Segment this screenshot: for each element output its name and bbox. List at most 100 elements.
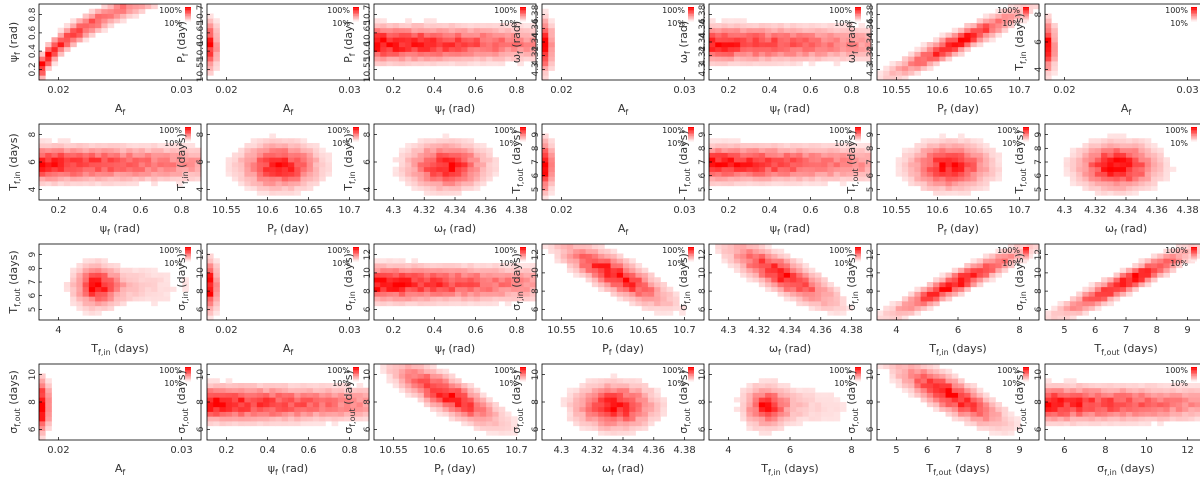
- y-tick-label: 10.6: [196, 41, 206, 61]
- heatmap-cell: [554, 253, 562, 259]
- heatmap-cell: [275, 166, 283, 172]
- heatmap-cell: [623, 272, 630, 278]
- y-tick-label: 6: [363, 159, 373, 165]
- heatmap-cell: [808, 152, 816, 158]
- heatmap-cell: [827, 402, 835, 408]
- heatmap-cell: [169, 147, 177, 153]
- heatmap-cell: [827, 143, 835, 149]
- heatmap-cell: [1007, 258, 1015, 264]
- heatmap-cell: [1101, 392, 1108, 398]
- heatmap-cell: [926, 185, 934, 191]
- heatmap-cell: [300, 406, 308, 412]
- heatmap-cell: [598, 272, 605, 278]
- heatmap-cell: [319, 147, 326, 153]
- heatmap-cell: [839, 406, 847, 412]
- heatmap-cell: [1163, 157, 1171, 163]
- heatmap-cell: [958, 133, 965, 139]
- heatmap-cell: [325, 402, 333, 408]
- x-tick-label: 0.4: [427, 85, 443, 96]
- heatmap-cell: [982, 143, 990, 149]
- heatmap-cell: [964, 162, 971, 168]
- heatmap-cell: [833, 301, 841, 307]
- heatmap-cell: [1014, 421, 1021, 427]
- legend-scale-step: [855, 380, 861, 382]
- legend-scale-step: [688, 10, 694, 12]
- heatmap-cell: [901, 65, 909, 71]
- heatmap-cell: [1138, 421, 1146, 427]
- heatmap-cell: [796, 397, 803, 403]
- heatmap-cell: [777, 147, 785, 153]
- heatmap-cell: [604, 406, 611, 412]
- heatmap-cell: [356, 402, 364, 408]
- heatmap-cell: [269, 185, 276, 191]
- heatmap-cell: [548, 181, 555, 187]
- heatmap-cell: [263, 421, 270, 427]
- heatmap-cell: [914, 368, 922, 374]
- heatmap-cell: [411, 37, 419, 43]
- heatmap-cell: [933, 373, 940, 379]
- heatmap-cell: [256, 162, 264, 168]
- legend-scale-step: [353, 251, 359, 254]
- heatmap-cell: [219, 402, 227, 408]
- heatmap-cell: [740, 244, 747, 250]
- heatmap-cell: [1150, 263, 1158, 269]
- heatmap-cell: [771, 171, 778, 177]
- heatmap-cell: [976, 392, 984, 398]
- legend-min-label: 10%: [834, 139, 852, 148]
- heatmap-cell: [877, 315, 884, 321]
- legend-scale-step: [688, 127, 694, 129]
- heatmap-cell: [479, 402, 487, 408]
- heatmap-cell: [442, 291, 450, 297]
- heatmap-cell: [120, 157, 127, 163]
- legend-scale-step: [185, 251, 191, 254]
- legend-scale-step: [520, 368, 526, 370]
- heatmap-cell: [1082, 387, 1090, 393]
- x-tick-label: 4: [725, 445, 731, 456]
- legend-scale-step: [520, 134, 526, 136]
- heatmap-cell: [1113, 166, 1121, 172]
- heatmap-cell: [398, 152, 406, 158]
- heatmap-cell: [752, 258, 760, 264]
- legend-scale-step: [1023, 375, 1029, 377]
- heatmap-cell: [635, 277, 643, 283]
- heatmap-cell: [858, 23, 866, 29]
- heatmap-cell: [306, 176, 314, 182]
- heatmap-cell: [920, 152, 928, 158]
- heatmap-cell: [752, 23, 760, 29]
- heatmap-cell: [63, 23, 71, 29]
- heatmap-cell: [740, 387, 747, 393]
- heatmap-cell: [777, 51, 785, 57]
- heatmap-cell: [238, 402, 245, 408]
- heatmap-cell: [858, 51, 866, 57]
- heatmap-cell: [76, 157, 84, 163]
- heatmap-cell: [901, 157, 909, 163]
- legend-scale-step: [1191, 370, 1197, 372]
- heatmap-cell: [182, 166, 189, 172]
- heatmap-cell: [82, 305, 90, 311]
- heatmap-cell: [1157, 402, 1164, 408]
- heatmap-cell: [461, 277, 468, 283]
- heatmap-cell: [1175, 392, 1183, 398]
- heatmap-cell: [207, 310, 214, 316]
- heatmap-cell: [275, 157, 283, 163]
- heatmap-cell: [765, 37, 772, 43]
- heatmap-cell: [920, 46, 928, 52]
- heatmap-cell: [120, 147, 127, 153]
- heatmap-cell: [70, 37, 77, 43]
- heatmap-cell: [951, 286, 959, 292]
- heatmap-cell: [306, 152, 314, 158]
- heatmap-cell: [982, 425, 990, 431]
- y-tick-label: 5: [28, 306, 38, 312]
- heatmap-cell: [889, 315, 897, 321]
- heatmap-cell: [423, 32, 431, 38]
- heatmap-cell: [629, 397, 636, 403]
- heatmap-cell: [982, 32, 990, 38]
- heatmap-cell: [1150, 176, 1158, 182]
- heatmap-cell: [908, 383, 915, 389]
- heatmap-cell: [926, 61, 934, 67]
- heatmap-cell: [455, 143, 462, 149]
- heatmap-cell: [989, 37, 996, 43]
- heatmap-cell: [920, 392, 928, 398]
- heatmap-cell: [814, 152, 822, 158]
- heatmap: [225, 133, 333, 196]
